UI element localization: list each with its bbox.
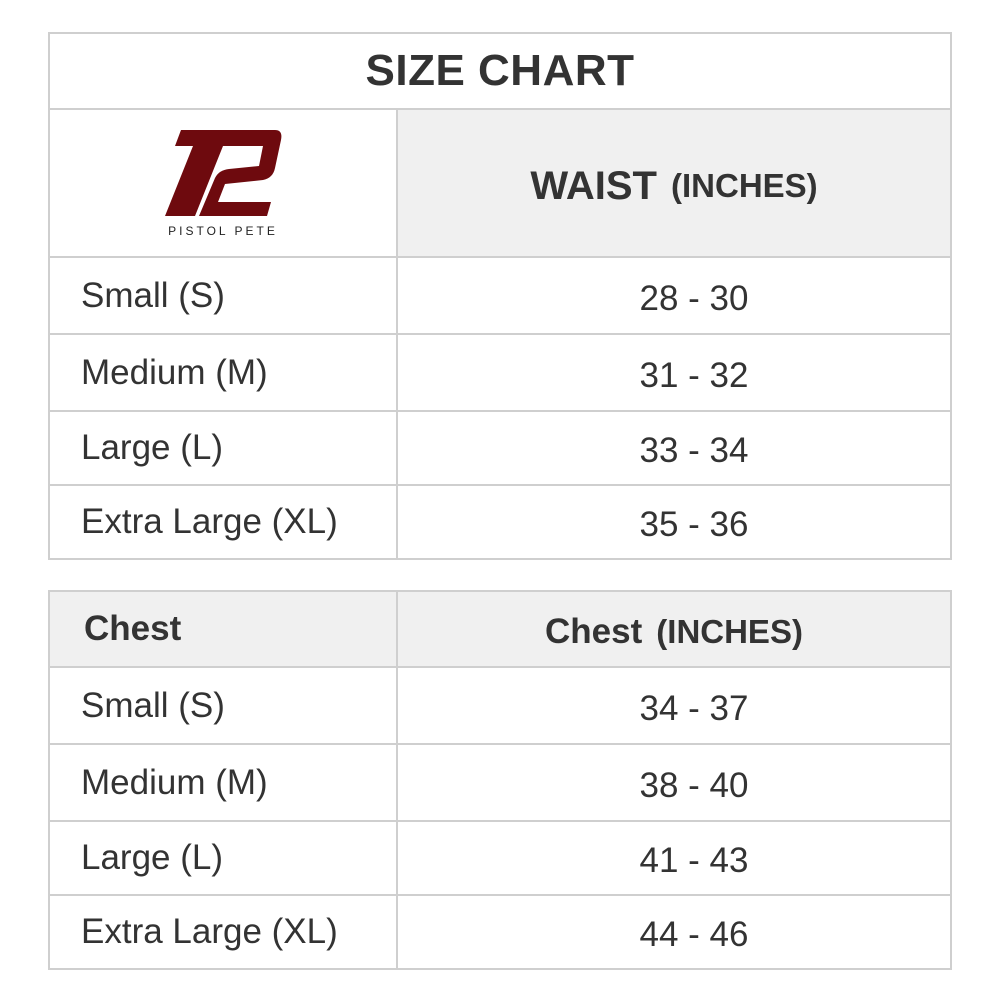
chest-header-row: Chest Chest (INCHES)	[50, 592, 950, 666]
size-value: 38 - 40	[639, 765, 749, 805]
size-label: Large (L)	[50, 822, 398, 894]
waist-header-row: PISTOL PETE WAIST (INCHES)	[50, 108, 950, 256]
table-row: Extra Large (XL) 35 - 36	[50, 484, 950, 558]
waist-header-unit: (INCHES)	[671, 167, 818, 204]
size-label: Small (S)	[50, 258, 398, 333]
size-label: Medium (M)	[50, 745, 398, 820]
waist-column-header: WAIST (INCHES)	[398, 110, 950, 256]
size-label: Extra Large (XL)	[50, 486, 398, 558]
size-value: 34 - 37	[639, 688, 749, 728]
table-row: Extra Large (XL) 44 - 46	[50, 894, 950, 968]
chest-size-table: Chest Chest (INCHES) Small (S) 34 - 37 M…	[48, 590, 952, 970]
page-title: SIZE CHART	[365, 46, 635, 95]
size-value: 31 - 32	[639, 355, 749, 395]
chest-header-label: Chest	[545, 612, 643, 651]
size-value: 35 - 36	[639, 505, 749, 544]
logo-text: PISTOL PETE	[168, 224, 278, 238]
size-label: Large (L)	[50, 412, 398, 484]
size-label: Extra Large (XL)	[50, 896, 398, 968]
size-value: 28 - 30	[639, 278, 749, 318]
chest-left-header: Chest	[50, 592, 398, 666]
table-row: Large (L) 33 - 34	[50, 410, 950, 484]
size-label: Small (S)	[50, 668, 398, 743]
size-value: 41 - 43	[639, 841, 749, 880]
waist-size-table: SIZE CHART PISTOL PETE WAIST (INCHES) Sm…	[48, 32, 952, 560]
size-value: 33 - 34	[639, 431, 749, 470]
chest-header-unit: (INCHES)	[656, 613, 803, 650]
waist-header-label: WAIST	[530, 163, 657, 208]
table-row: Small (S) 34 - 37	[50, 666, 950, 743]
table-row: Large (L) 41 - 43	[50, 820, 950, 894]
pistol-pete-logo-icon	[165, 130, 282, 216]
table-row: Medium (M) 38 - 40	[50, 743, 950, 820]
chest-column-header: Chest (INCHES)	[398, 592, 950, 666]
table-row: Small (S) 28 - 30	[50, 256, 950, 333]
size-label: Medium (M)	[50, 335, 398, 410]
table-row: Medium (M) 31 - 32	[50, 333, 950, 410]
brand-logo: PISTOL PETE	[50, 110, 398, 256]
size-value: 44 - 46	[639, 915, 749, 954]
